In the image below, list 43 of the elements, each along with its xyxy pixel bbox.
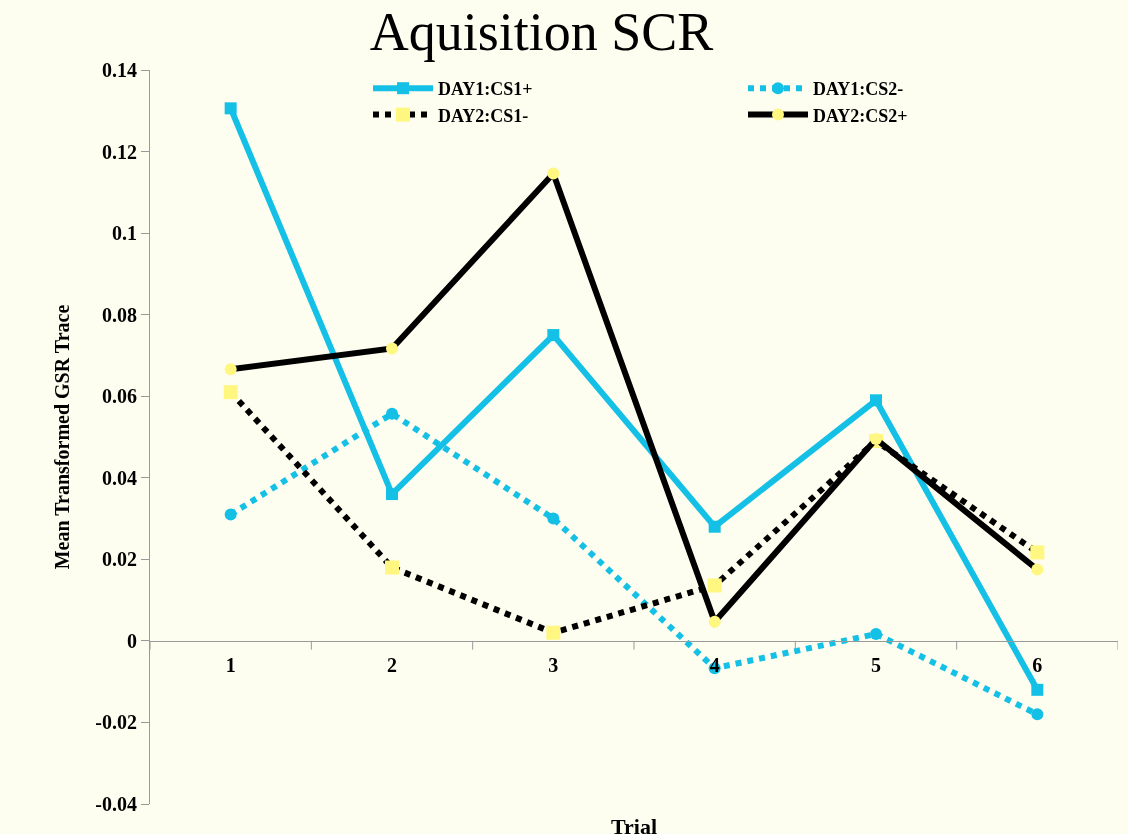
point (707, 578, 722, 593)
x-axis-title: Trial (611, 814, 658, 834)
point (547, 167, 560, 180)
y-tick-label: 0.1 (112, 222, 137, 245)
point (708, 615, 721, 628)
y-tick-label: -0.02 (95, 711, 137, 734)
point (547, 329, 560, 342)
point (546, 625, 561, 640)
point (224, 102, 237, 115)
point (1030, 545, 1045, 560)
y-tick-label: 0.12 (102, 140, 137, 163)
legend-label: DAY2:CS2+ (813, 105, 908, 126)
point (870, 627, 882, 640)
chart-title: Aquisition SCR (369, 2, 714, 63)
point (547, 512, 560, 525)
point (1031, 683, 1044, 696)
y-tick-label: 0.04 (102, 466, 137, 489)
y-tick-label: -0.04 (95, 793, 137, 815)
point (224, 363, 237, 376)
x-tick-label: 1 (225, 653, 236, 676)
point (386, 342, 398, 355)
x-tick-label: 2 (387, 653, 397, 676)
point (870, 394, 882, 407)
y-axis-title: Mean Transformed GSR Trace (50, 304, 73, 570)
x-tick-label: 6 (1032, 653, 1043, 676)
y-tick-label: 0.14 (102, 59, 137, 81)
y-tick-label: 0.08 (102, 303, 137, 326)
y-tick-label: 0 (127, 629, 137, 652)
point (385, 560, 399, 575)
y-tick-label: 0.02 (102, 548, 137, 571)
point (223, 385, 238, 400)
y-tick-label: 0.06 (102, 385, 137, 408)
point (1031, 563, 1044, 576)
point (386, 488, 398, 501)
point (224, 508, 237, 521)
x-tick-label: 5 (871, 653, 881, 676)
point (1031, 708, 1044, 721)
legend-label: DAY2:CS1- (438, 105, 529, 126)
legend-label: DAY1:CS1+ (438, 79, 533, 100)
point (708, 520, 721, 533)
x-tick-label: 3 (548, 653, 559, 676)
point (386, 407, 398, 420)
legend-label: DAY1:CS2- (813, 79, 904, 100)
